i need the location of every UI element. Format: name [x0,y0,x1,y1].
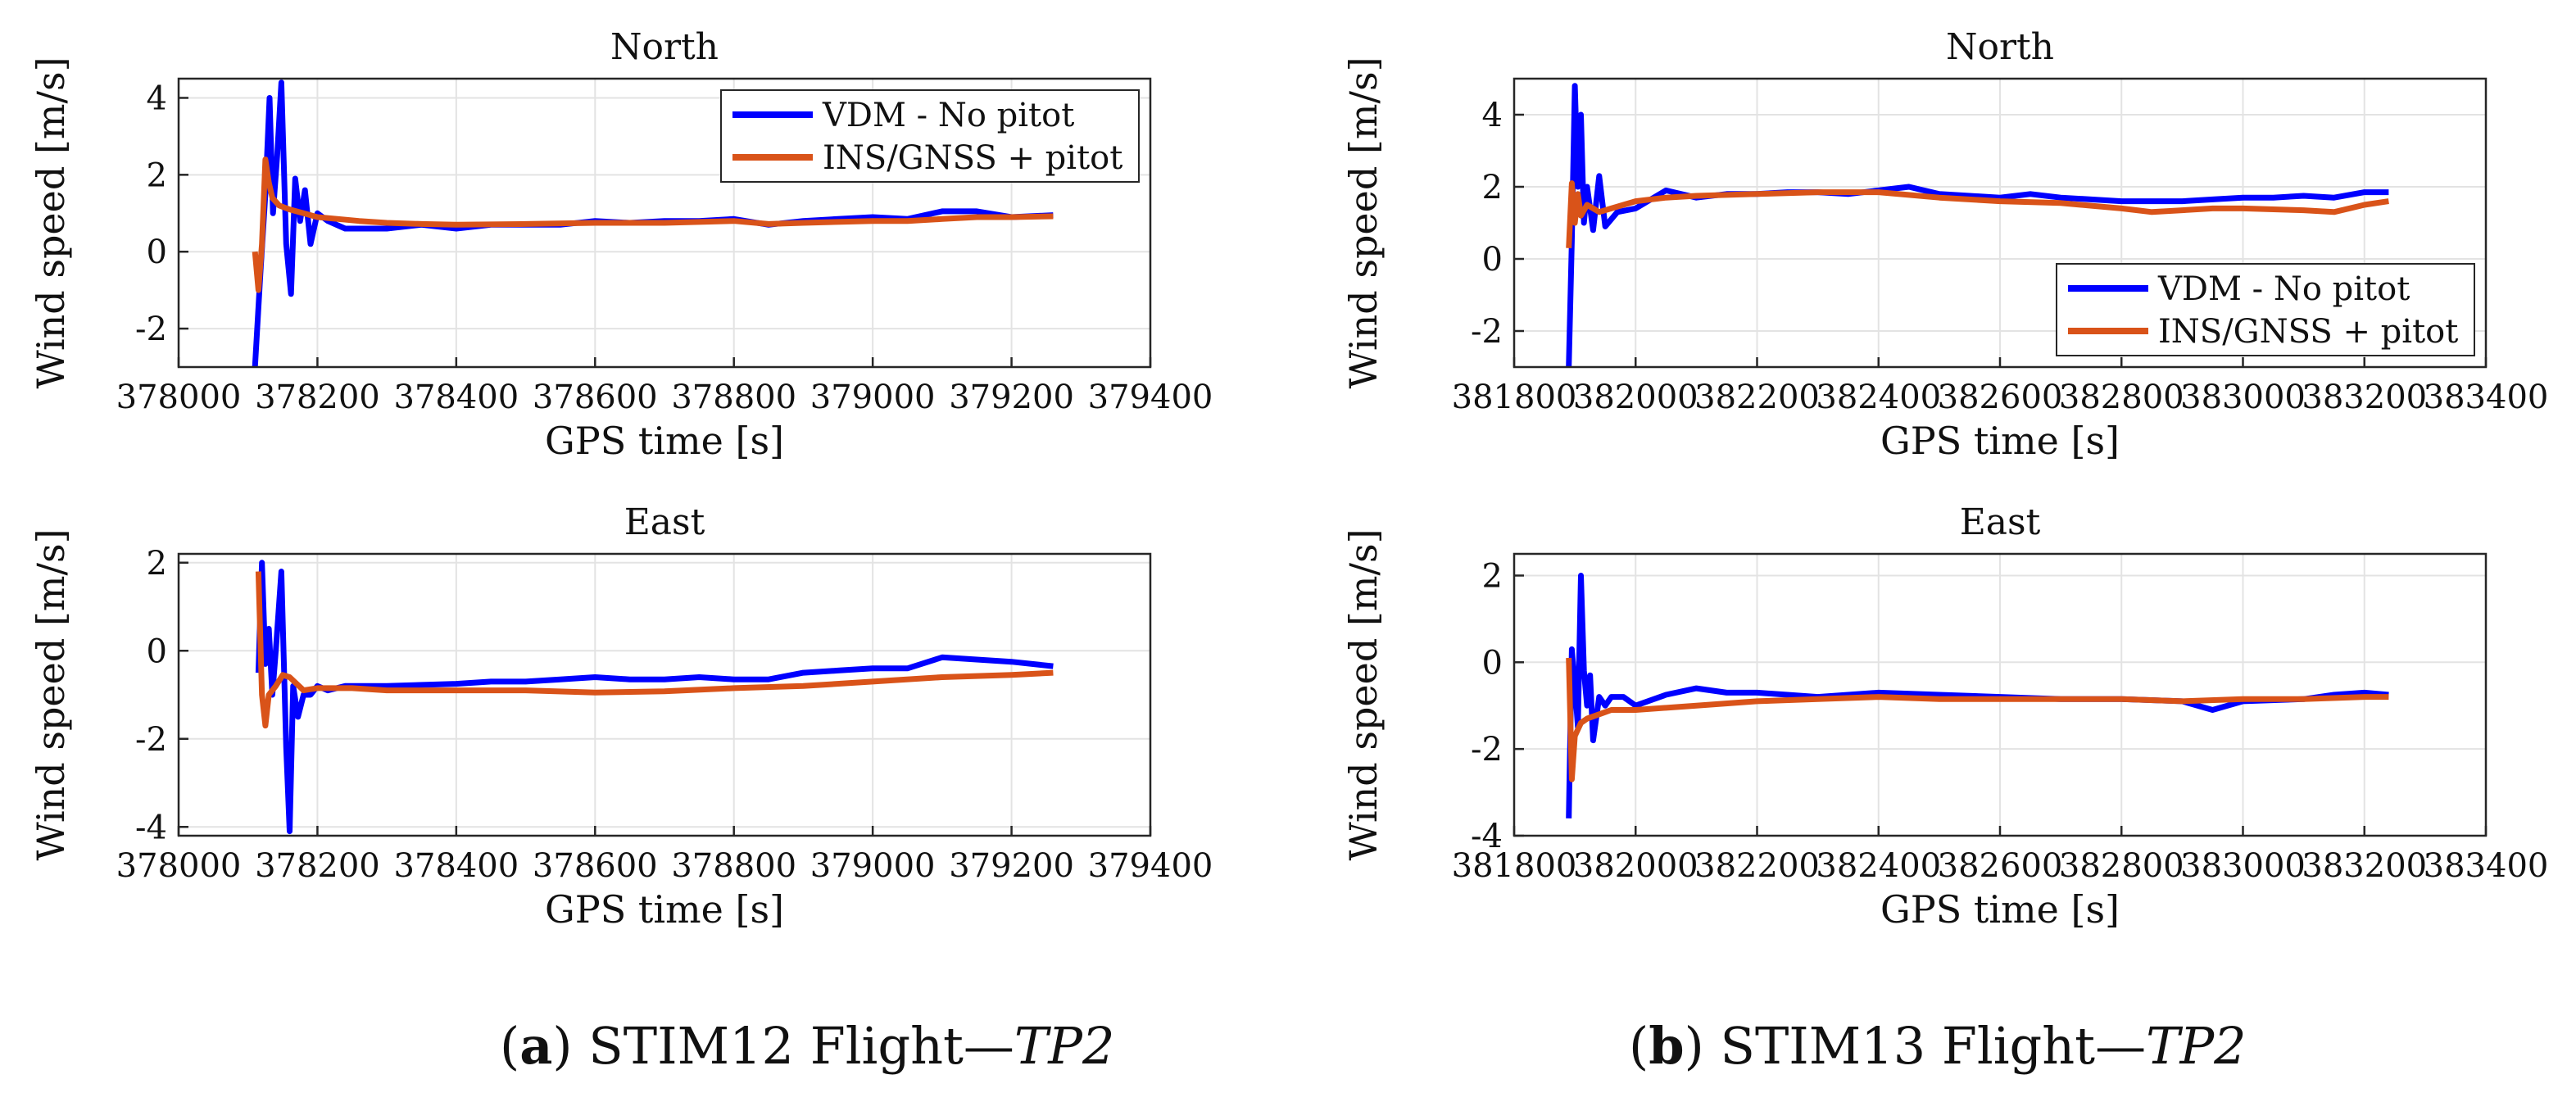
chart-title: East [624,501,705,543]
series-line-vdm [255,560,1054,835]
chart-a-east: 378000 378200 378400 378600 378800 379000 3792… [29,501,1213,932]
x-tick-label: 382400 [1816,847,1941,885]
x-tick-label: 379000 [810,379,936,416]
y-tick-label: 0 [1482,241,1503,279]
caption-b-test-point: TP2 [2146,1016,2247,1076]
y-axis-label: Wind speed [m/s] [1341,528,1386,860]
y-tick-label: -4 [1471,818,1503,855]
x-tick-label: 378000 [116,379,242,416]
legend-label-ins: INS/GNSS + pitot [2158,313,2458,351]
x-tick-label: 379000 [810,847,936,885]
x-tick-label: 381800 [1452,379,1577,416]
chart-title: North [1946,26,2054,68]
y-tick-label: 0 [147,633,167,670]
legend-label-ins: INS/GNSS + pitot [823,139,1122,177]
x-tick-label: 378000 [116,847,242,885]
y-axis-label: Wind speed [m/s] [29,57,73,388]
x-tick-label: 383400 [2424,847,2549,885]
chart-b-east: 3818003820003822003824003826003828003830… [1341,501,2548,932]
x-tick-label: 378800 [671,847,796,885]
y-axis-label: Wind speed [m/s] [1341,57,1386,388]
chart-a-north: 378000 378200 378400 378600 378800 379000 3792… [29,26,1213,463]
x-tick-label: 383200 [2302,847,2427,885]
series-line-ins [1566,657,2389,782]
caption-a-text: STIM12 Flight— [572,1016,1014,1076]
x-axis-label: GPS time [s] [545,419,784,463]
y-tick-label: 2 [147,156,167,194]
x-tick-label: 383400 [2424,379,2549,416]
x-axis-label: GPS time [s] [1880,887,2120,932]
x-tick-label: 383000 [2180,379,2306,416]
y-tick-label: 0 [1482,644,1503,682]
y-axis-label: Wind speed [m/s] [29,528,73,860]
y-tick-label: 2 [1482,169,1503,206]
y-tick-label: 2 [1482,557,1503,595]
chart-title: East [1960,501,2041,543]
series-line-ins [252,156,1054,293]
x-tick-label: 378400 [394,847,519,885]
x-tick-label: 382000 [1573,379,1698,416]
x-tick-label: 379400 [1088,847,1213,885]
axes-box [177,552,1152,837]
x-tick-label: 378200 [255,379,380,416]
legend-label-vdm: VDM - No pitot [822,97,1074,134]
x-tick-label: 379200 [949,847,1074,885]
y-tick-label: -2 [1471,313,1503,351]
y-tick-label: 2 [147,545,167,583]
caption-b-text: STIM13 Flight— [1703,1016,2147,1076]
plot-area [179,554,1150,836]
x-tick-label: 378200 [255,847,380,885]
x-tick-label: 382600 [1938,379,2063,416]
caption-b: (b) STIM13 Flight—TP2 [1629,1016,2247,1076]
caption-a-test-point: TP2 [1014,1016,1115,1076]
x-tick-label: 383000 [2180,847,2306,885]
x-tick-label: 382800 [2059,379,2184,416]
caption-b-label: b [1649,1016,1685,1076]
x-tick-label: 383200 [2302,379,2427,416]
y-tick-label: 4 [1482,97,1503,134]
legend: VDM - No pitot INS/GNSS + pitot [2056,263,2475,356]
axes-box [177,77,1152,369]
series-line-vdm [1566,573,2389,819]
x-tick-label: 382400 [1816,379,1941,416]
y-tick-label: -2 [135,721,167,759]
x-tick-label: 379400 [1088,379,1213,416]
x-tick-label: 382200 [1694,847,1820,885]
x-tick-label: 382800 [2059,847,2184,885]
x-tick-label: 382200 [1694,379,1820,416]
y-tick-label: 0 [147,234,167,271]
y-tick-label: -2 [1471,731,1503,769]
x-tick-label: 378600 [533,379,658,416]
x-tick-label: 378400 [394,379,519,416]
legend: VDM - No pitot INS/GNSS + pitot [720,89,1140,183]
y-tick-label: 4 [147,79,167,117]
legend-label-vdm: VDM - No pitot [2157,270,2410,308]
x-axis-label: GPS time [s] [1880,419,2120,463]
y-tick-label: -4 [135,809,167,846]
x-tick-label: 382600 [1938,847,2063,885]
caption-a: (a) STIM12 Flight—TP2 [500,1016,1115,1076]
x-tick-label: 379200 [949,379,1074,416]
legend-box [720,89,1140,183]
legend-box [2056,263,2475,356]
caption-a-label: a [519,1016,553,1076]
x-tick-label: 378600 [533,847,658,885]
x-tick-label: 382000 [1573,847,1698,885]
chart-b-north: 3818003820003822003824003826003828003830… [1341,26,2548,463]
x-tick-label: 381800 [1452,847,1577,885]
chart-title: North [610,26,719,68]
series-line-ins [255,571,1054,729]
series-line-ins [1566,180,2389,248]
y-tick-label: -2 [135,311,167,348]
x-tick-label: 378800 [671,379,796,416]
x-axis-label: GPS time [s] [545,887,784,932]
